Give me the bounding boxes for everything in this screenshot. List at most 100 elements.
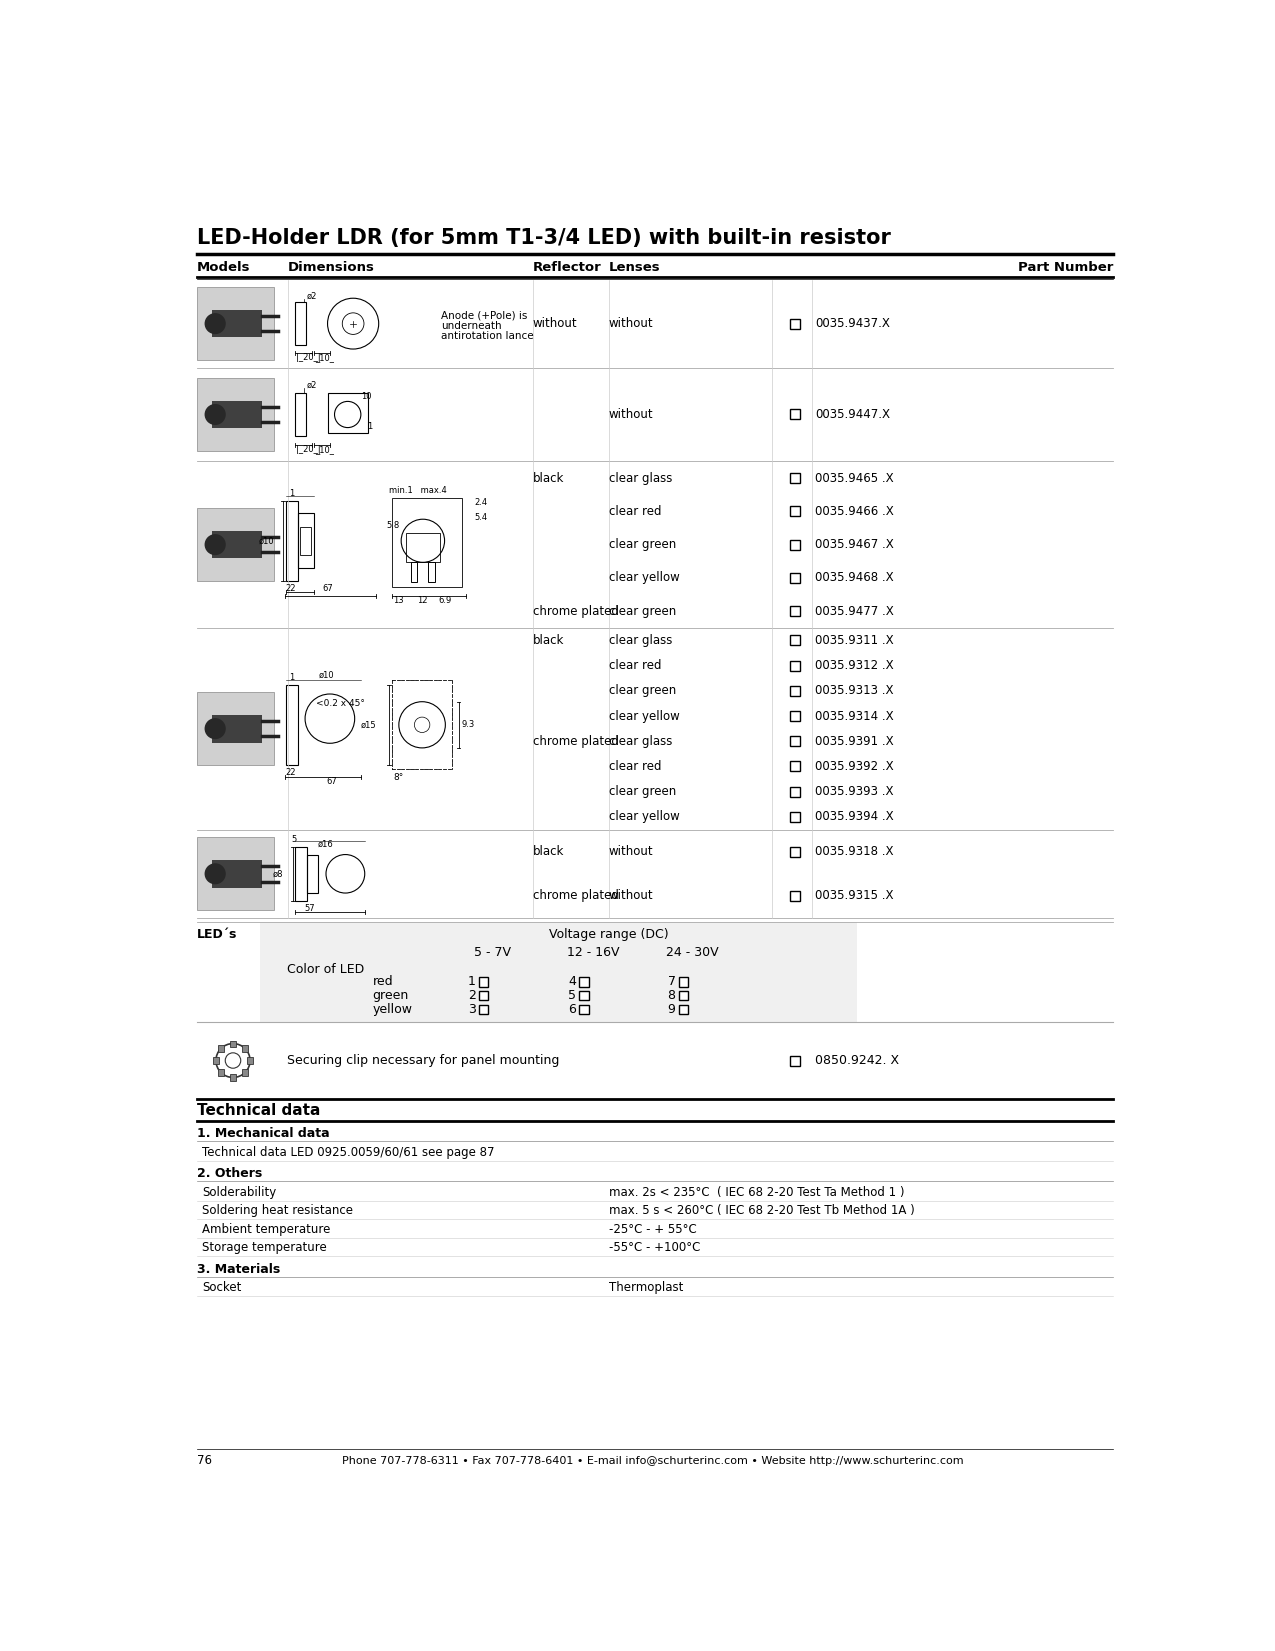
Bar: [405, 533, 440, 563]
Text: Color of LED: Color of LED: [287, 963, 365, 976]
Bar: [789, 540, 799, 550]
Text: Technical data LED 0925.0059/60/61 see page 87: Technical data LED 0925.0059/60/61 see p…: [201, 1146, 495, 1159]
Bar: [391, 499, 462, 588]
Text: 12: 12: [417, 596, 427, 606]
Text: black: black: [533, 472, 565, 485]
Text: ø10: ø10: [319, 670, 334, 679]
Bar: [478, 991, 488, 1001]
Text: 13: 13: [394, 596, 404, 606]
Circle shape: [204, 533, 226, 555]
Bar: [247, 1057, 254, 1063]
Text: 10: 10: [361, 391, 371, 401]
Text: 3. Materials: 3. Materials: [196, 1263, 279, 1276]
Bar: [287, 500, 298, 581]
Text: Phone 707-778-6311 • Fax 707-778-6401 • E-mail info@schurterinc.com • Website ht: Phone 707-778-6311 • Fax 707-778-6401 • …: [342, 1456, 964, 1466]
Bar: [789, 636, 799, 646]
Text: <0.2 x 45°: <0.2 x 45°: [316, 698, 365, 708]
Text: clear green: clear green: [609, 684, 676, 697]
Text: yellow: yellow: [372, 1004, 413, 1017]
Text: 0035.9391 .X: 0035.9391 .X: [816, 735, 894, 748]
Text: clear glass: clear glass: [609, 735, 672, 748]
Text: 6: 6: [569, 1004, 576, 1017]
Bar: [789, 786, 799, 797]
Bar: [789, 892, 799, 901]
Bar: [579, 977, 589, 987]
Text: clear green: clear green: [609, 538, 676, 551]
Text: clear red: clear red: [609, 505, 662, 518]
Bar: [218, 1070, 224, 1075]
Text: black: black: [533, 634, 565, 647]
Text: without: without: [609, 890, 654, 903]
Text: min.1   max.4: min.1 max.4: [389, 487, 446, 495]
Text: 1. Mechanical data: 1. Mechanical data: [196, 1128, 329, 1141]
Text: chrome plated: chrome plated: [533, 735, 618, 748]
Bar: [789, 507, 799, 517]
Text: 7: 7: [668, 976, 676, 989]
Text: Storage temperature: Storage temperature: [201, 1242, 326, 1255]
Bar: [196, 287, 274, 360]
Text: Ambient temperature: Ambient temperature: [201, 1223, 330, 1235]
Text: ø2: ø2: [306, 381, 317, 390]
Bar: [295, 302, 306, 345]
Text: black: black: [533, 845, 565, 859]
Bar: [789, 736, 799, 746]
Bar: [242, 1070, 249, 1075]
Text: ø16: ø16: [317, 840, 333, 849]
Bar: [301, 527, 311, 555]
Text: 0035.9394 .X: 0035.9394 .X: [816, 811, 894, 824]
Text: 5: 5: [291, 835, 296, 844]
Text: chrome plated: chrome plated: [533, 604, 618, 617]
Bar: [196, 378, 274, 451]
Bar: [196, 837, 274, 910]
Text: ( IEC 68 2-20 Test Tb Method 1A ): ( IEC 68 2-20 Test Tb Method 1A ): [718, 1204, 915, 1217]
Bar: [196, 692, 274, 764]
Text: 0035.9315 .X: 0035.9315 .X: [816, 890, 894, 903]
Text: clear green: clear green: [609, 604, 676, 617]
Circle shape: [204, 718, 226, 740]
Bar: [412, 563, 417, 581]
Text: Anode (+Pole) is: Anode (+Pole) is: [441, 310, 528, 320]
Text: max. 2s < 235°C: max. 2s < 235°C: [609, 1185, 709, 1199]
Bar: [328, 393, 368, 433]
Bar: [230, 1040, 236, 1047]
Text: 2. Others: 2. Others: [196, 1167, 261, 1180]
Bar: [789, 409, 799, 419]
Text: 67: 67: [326, 778, 337, 786]
Text: 9: 9: [668, 1004, 676, 1017]
Bar: [306, 855, 319, 893]
Text: 8°: 8°: [394, 773, 404, 781]
Text: Part Number: Part Number: [1019, 261, 1114, 274]
Bar: [298, 513, 314, 568]
Bar: [789, 712, 799, 721]
Text: 0035.9465 .X: 0035.9465 .X: [816, 472, 894, 485]
Bar: [478, 977, 488, 987]
Bar: [295, 393, 306, 436]
Text: Thermoplast: Thermoplast: [609, 1281, 683, 1294]
Text: 0035.9437.X: 0035.9437.X: [816, 317, 890, 330]
Bar: [678, 977, 689, 987]
Text: 5.4: 5.4: [474, 513, 487, 522]
Bar: [789, 606, 799, 616]
Text: 0035.9311 .X: 0035.9311 .X: [816, 634, 894, 647]
Text: antirotation lance: antirotation lance: [441, 330, 534, 342]
Text: 24 - 30V: 24 - 30V: [667, 946, 719, 959]
Text: 1: 1: [367, 423, 372, 431]
Text: clear yellow: clear yellow: [609, 811, 680, 824]
Text: clear red: clear red: [609, 759, 662, 773]
Bar: [242, 1045, 249, 1052]
Text: 6.9: 6.9: [439, 596, 451, 606]
Bar: [579, 1005, 589, 1014]
Circle shape: [204, 404, 226, 424]
Bar: [789, 847, 799, 857]
Bar: [789, 573, 799, 583]
Text: 8: 8: [668, 989, 676, 1002]
Text: 0035.9466 .X: 0035.9466 .X: [816, 505, 894, 518]
Text: clear yellow: clear yellow: [609, 571, 680, 584]
Text: 76: 76: [196, 1455, 212, 1468]
Bar: [218, 1045, 224, 1052]
Text: 5.8: 5.8: [386, 520, 399, 530]
Text: 12 - 16V: 12 - 16V: [567, 946, 620, 959]
Text: 0035.9477 .X: 0035.9477 .X: [816, 604, 894, 617]
Text: clear glass: clear glass: [609, 634, 672, 647]
Text: Models: Models: [196, 261, 250, 274]
